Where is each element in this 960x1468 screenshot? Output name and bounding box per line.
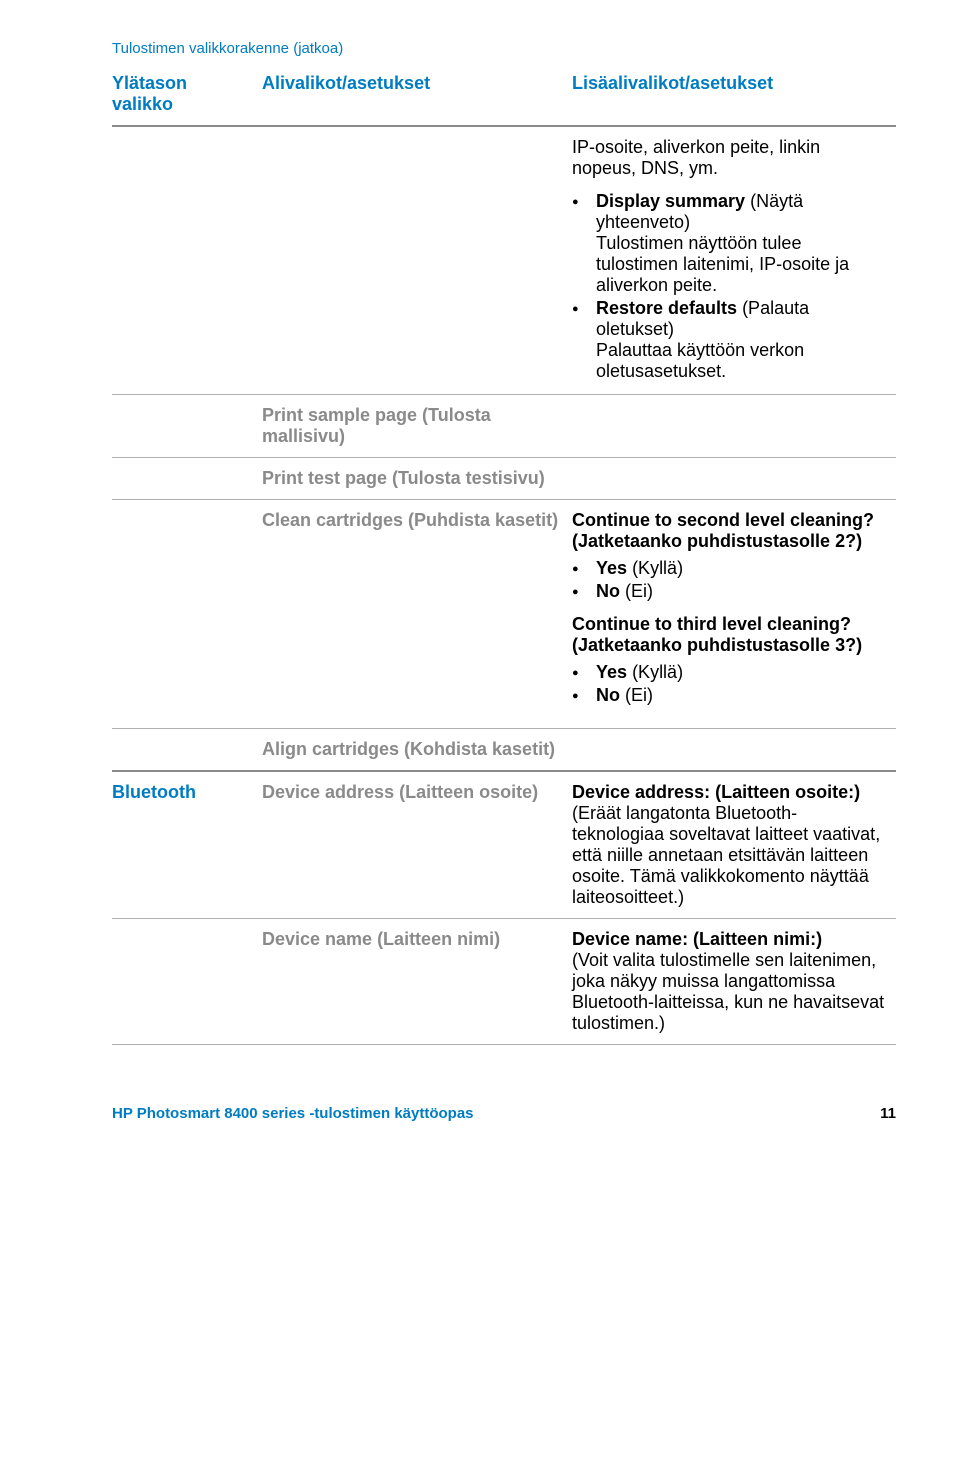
cell-submenu: Device address (Laitteen osoite) (262, 771, 572, 919)
cell-detail (572, 395, 896, 458)
footer-title: HP Photosmart 8400 series -tulostimen kä… (112, 1105, 474, 1122)
cell-detail: Continue to second level cleaning? (Jatk… (572, 500, 896, 729)
cell-submenu: Align cartridges (Kohdista kasetit) (262, 729, 572, 772)
detail-lead: Device address: (Laitteen osoite:) (572, 782, 860, 802)
col-header-top-menu: Ylätason valikko (112, 63, 262, 126)
detail-lead: Device name: (Laitteen nimi:) (572, 929, 822, 949)
cell-submenu: Device name (Laitteen nimi) (262, 919, 572, 1045)
question-1: Continue to second level cleaning? (Jatk… (572, 510, 874, 551)
item-desc: Tulostimen näyttöön tulee tulostimen lai… (596, 233, 849, 295)
question-2: Continue to third level cleaning? (Jatke… (572, 614, 862, 655)
page: Tulostimen valikkorakenne (jatkoa) Yläta… (0, 0, 960, 1152)
option-label: Yes (596, 662, 627, 682)
cell-detail: IP-osoite, aliverkon peite, linkin nopeu… (572, 126, 896, 395)
list-item: No (Ei) (572, 581, 886, 602)
table-row: Device name (Laitteen nimi) Device name:… (112, 919, 896, 1045)
menu-table: Ylätason valikko Alivalikot/asetukset Li… (112, 63, 896, 1045)
item-label: Restore defaults (596, 298, 737, 318)
cell-top-menu (112, 458, 262, 500)
list-item: Yes (Kyllä) (572, 558, 886, 579)
option-paren: (Kyllä) (632, 662, 683, 682)
cell-top-menu (112, 729, 262, 772)
list-item: No (Ei) (572, 685, 886, 706)
option-paren: (Ei) (625, 685, 653, 705)
page-number: 11 (880, 1105, 896, 1122)
detail-intro: IP-osoite, aliverkon peite, linkin nopeu… (572, 137, 820, 178)
cell-top-menu (112, 500, 262, 729)
table-row: Clean cartridges (Puhdista kasetit) Cont… (112, 500, 896, 729)
option-label: No (596, 685, 620, 705)
detail-list: Display summary (Näytä yhteenveto) Tulos… (572, 191, 886, 382)
detail-body: (Eräät langatonta Bluetooth-teknologiaa … (572, 803, 880, 907)
cell-top-menu (112, 126, 262, 395)
option-label: No (596, 581, 620, 601)
option-label: Yes (596, 558, 627, 578)
cell-detail: Device name: (Laitteen nimi:) (Voit vali… (572, 919, 896, 1045)
item-desc: Palauttaa käyttöön verkon oletusasetukse… (596, 340, 804, 381)
cell-submenu (262, 126, 572, 395)
cell-detail (572, 458, 896, 500)
cell-top-menu: Bluetooth (112, 771, 262, 919)
continued-label: Tulostimen valikkorakenne (jatkoa) (112, 40, 896, 57)
cell-submenu: Clean cartridges (Puhdista kasetit) (262, 500, 572, 729)
table-row: IP-osoite, aliverkon peite, linkin nopeu… (112, 126, 896, 395)
list-item: Yes (Kyllä) (572, 662, 886, 683)
cell-top-menu (112, 395, 262, 458)
cell-submenu: Print sample page (Tulosta mallisivu) (262, 395, 572, 458)
table-row: Print sample page (Tulosta mallisivu) (112, 395, 896, 458)
table-row: Print test page (Tulosta testisivu) (112, 458, 896, 500)
options-list: Yes (Kyllä) No (Ei) (572, 558, 886, 602)
table-row: Bluetooth Device address (Laitteen osoit… (112, 771, 896, 919)
table-header-row: Ylätason valikko Alivalikot/asetukset Li… (112, 63, 896, 126)
col-header-subsubmenus: Lisäalivalikot/asetukset (572, 63, 896, 126)
list-item: Restore defaults (Palauta oletukset) Pal… (572, 298, 886, 382)
table-row: Align cartridges (Kohdista kasetit) (112, 729, 896, 772)
detail-body: (Voit valita tulostimelle sen laitenimen… (572, 950, 884, 1033)
options-list: Yes (Kyllä) No (Ei) (572, 662, 886, 706)
item-label: Display summary (596, 191, 745, 211)
col-header-submenus: Alivalikot/asetukset (262, 63, 572, 126)
cell-submenu: Print test page (Tulosta testisivu) (262, 458, 572, 500)
option-paren: (Kyllä) (632, 558, 683, 578)
page-footer: HP Photosmart 8400 series -tulostimen kä… (112, 1105, 896, 1122)
option-paren: (Ei) (625, 581, 653, 601)
cell-top-menu (112, 919, 262, 1045)
cell-detail (572, 729, 896, 772)
cell-detail: Device address: (Laitteen osoite:) (Erää… (572, 771, 896, 919)
list-item: Display summary (Näytä yhteenveto) Tulos… (572, 191, 886, 296)
